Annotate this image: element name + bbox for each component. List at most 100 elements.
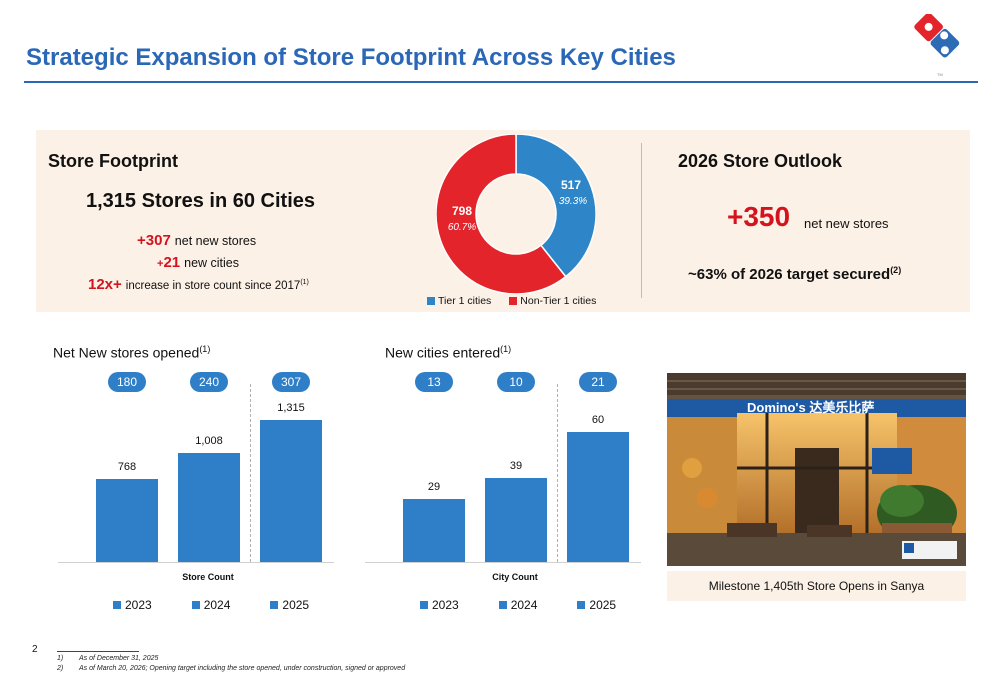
new-cities-label: new cities (184, 256, 240, 270)
donut-nontier1-value: 798 (452, 204, 472, 218)
cities-legend-item-2025: 2025 (577, 598, 616, 612)
page-number: 2 (32, 644, 38, 655)
stores-pill-2024: 240 (190, 372, 228, 392)
outlook-target-footnote-ref: (2) (890, 265, 902, 275)
stores-bar-2024 (178, 453, 240, 562)
legend-item-tier1: Tier 1 cities (427, 295, 491, 307)
increase-stat: 12x+ increase in store count since 2017(1… (88, 276, 309, 293)
cities-pill-2025: 21 (579, 372, 617, 392)
cities-value-label-2025: 60 (591, 414, 605, 427)
stores-bar-2025 (260, 419, 322, 562)
new-cities-plus: + (157, 258, 164, 270)
cities-axis-label: City Count (492, 572, 538, 582)
footnote-1: 1) As of December 31, 2025 (57, 655, 158, 662)
footnote-2-text: As of March 20, 2026; Opening target inc… (79, 665, 406, 672)
cities-legend-label-2025: 2025 (589, 598, 617, 612)
stores-legend: 2023 2024 2025 (113, 598, 349, 612)
stores-separator (250, 384, 251, 562)
net-new-stores-number: +307 (137, 232, 171, 249)
store-footprint-heading: Store Footprint (48, 151, 178, 171)
cities-pill-2024: 10 (497, 372, 535, 392)
outlook-target: ~63% of 2026 target secured(2) (688, 265, 901, 283)
cities-separator (557, 384, 558, 562)
outlook-number: +350 (727, 201, 791, 232)
stores-axis-label: Store Count (182, 572, 234, 582)
stores-pill-2023: 180 (108, 372, 146, 392)
increase-footnote-ref: (1) (300, 278, 309, 286)
cities-chart-title-note: (1) (500, 344, 512, 354)
cities-bar-2025 (567, 432, 629, 562)
dominos-logo: TM (914, 14, 960, 77)
store-footprint-headline: 1,315 Stores in 60 Cities (86, 190, 316, 212)
stores-chart-title: Net New stores opened(1) (53, 344, 210, 361)
increase-label: increase in store count since 2017 (125, 280, 301, 292)
legend-label-nontier1: Non-Tier 1 cities (520, 295, 597, 307)
outlook-target-text: ~63% of 2026 target secured (688, 266, 891, 283)
cities-legend-swatch-2023 (420, 601, 428, 609)
stores-legend-item-2025: 2025 (270, 598, 309, 612)
legend-label-tier1: Tier 1 cities (438, 295, 492, 307)
donut-nontier1-pct: 60.7% (448, 222, 476, 233)
stores-chart-title-text: Net New stores opened (53, 344, 200, 361)
svg-text:TM: TM (937, 72, 943, 77)
cities-legend-item-2023: 2023 (420, 598, 459, 612)
stores-chart-title-note: (1) (199, 344, 211, 354)
donut-tier1-value: 517 (561, 178, 581, 192)
donut-slice-nontier1 (436, 134, 567, 294)
stores-legend-item-2024: 2024 (191, 598, 231, 612)
page-title: Strategic Expansion of Store Footprint A… (26, 44, 676, 71)
stores-legend-swatch-2023 (113, 601, 121, 609)
stores-legend-label-2024: 2024 (203, 598, 231, 612)
cities-bar-2024 (485, 477, 547, 562)
stores-legend-item-2023: 2023 (113, 598, 152, 612)
outlook-number-label: net new stores (804, 216, 889, 231)
stores-x-axis (58, 562, 334, 563)
stores-value-label-2023: 768 (117, 461, 137, 474)
net-new-stores-label: net new stores (174, 234, 257, 248)
cities-bar-chart: 13 29 10 39 21 60 City Count 2023 2024 2025 (365, 370, 665, 630)
store-sign-text: Domino's 达美乐比萨 (747, 400, 875, 415)
cities-pill-2023: 13 (415, 372, 453, 392)
legend-swatch-tier1 (427, 297, 435, 305)
cities-legend-item-2024: 2024 (498, 598, 538, 612)
stores-legend-label-2025: 2025 (282, 598, 310, 612)
footnote-rule (57, 651, 139, 652)
cities-chart-title: New cities entered(1) (385, 344, 511, 361)
cities-legend-label-2023: 2023 (432, 598, 459, 612)
cities-value-label-2024: 39 (509, 459, 523, 472)
donut-tier1-pct: 39.3% (559, 196, 587, 207)
cities-legend: 2023 2024 2025 (420, 598, 656, 612)
increase-number: 12x+ (88, 276, 122, 293)
store-photo: Domino's 达美乐比萨 (667, 373, 966, 566)
cities-legend-swatch-2024 (498, 601, 507, 609)
footnote-1-num: 1) (57, 655, 64, 662)
cities-value-label-2023: 29 (427, 481, 441, 494)
footnote-2-num: 2) (57, 665, 64, 672)
photo-caption: Milestone 1,405th Store Opens in Sanya (667, 571, 966, 601)
stores-pill-2025: 307 (272, 372, 310, 392)
cities-chart-title-text: New cities entered (385, 344, 501, 361)
title-divider (24, 81, 978, 83)
stores-value-label-2024: 1,008 (195, 435, 223, 448)
stores-bar-2023 (96, 479, 158, 562)
donut-legend: Tier 1 cities Non-Tier 1 cities (427, 295, 614, 307)
panel-divider (641, 143, 642, 298)
legend-item-nontier1: Non-Tier 1 cities (509, 295, 596, 307)
store-split-donut-chart: 517 39.3% 798 60.7% (436, 134, 596, 294)
footnote-2: 2) As of March 20, 2026; Opening target i… (57, 665, 405, 672)
legend-swatch-nontier1 (509, 297, 518, 305)
net-new-stores-stat: +307 net new stores (137, 232, 256, 249)
new-cities-number: 21 (163, 254, 181, 271)
donut-slice-tier1 (515, 134, 596, 278)
stores-bar-chart: 180 768 240 1,008 307 1,315 Store Count 2023 202… (58, 370, 358, 630)
stores-legend-swatch-2024 (191, 601, 200, 609)
stores-value-label-2025: 1,315 (277, 401, 305, 414)
cities-legend-swatch-2025 (577, 601, 586, 609)
cities-bar-2023 (403, 499, 465, 562)
store-outlook-heading: 2026 Store Outlook (678, 151, 843, 171)
new-cities-stat: +21 new cities (157, 254, 239, 271)
cities-legend-label-2024: 2024 (510, 598, 538, 612)
stores-legend-swatch-2025 (270, 601, 279, 609)
footnote-1-text: As of December 31, 2025 (79, 655, 159, 662)
store-photo-illustration (667, 373, 966, 566)
